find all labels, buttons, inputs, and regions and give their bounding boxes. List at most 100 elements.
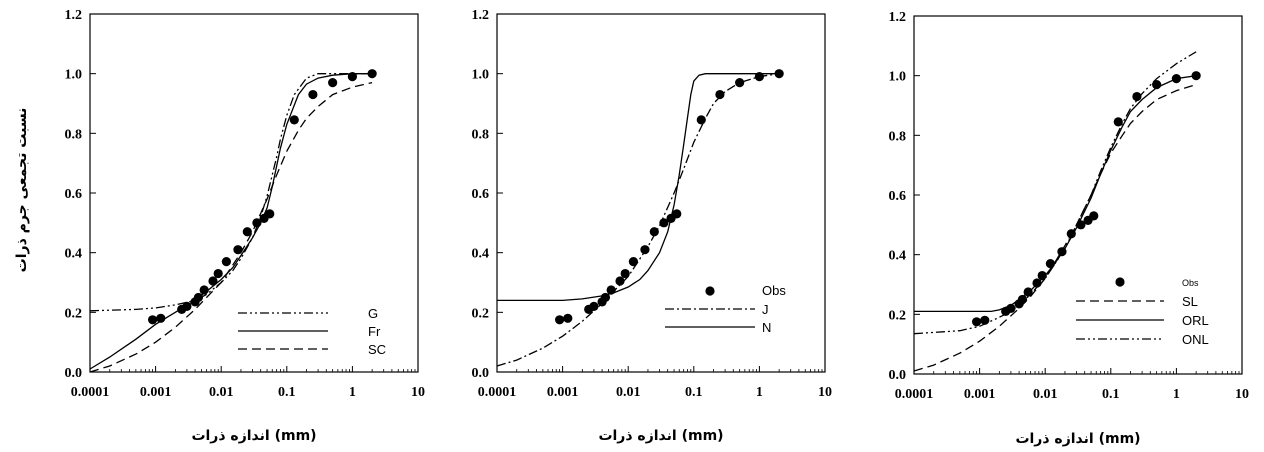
plot-marks-2 xyxy=(496,69,784,367)
chart-panel-3: 0.0001 0.001 0.01 0.1 1 10 0.0 0.2 0.4 0.6 0.8 1.0 1… xyxy=(889,10,1250,447)
observed-point xyxy=(1037,270,1047,281)
x-tick-label: 0.01 xyxy=(1033,387,1058,402)
series-line-sl xyxy=(913,83,1197,372)
legend-2: Obs JN xyxy=(665,283,786,335)
observed-point xyxy=(213,268,223,279)
observed-point xyxy=(1032,278,1042,288)
y-tick-label: 0.8 xyxy=(472,127,490,142)
observed-point xyxy=(1076,220,1086,230)
x-tick-label: 1 xyxy=(756,385,763,400)
observed-point xyxy=(289,115,299,125)
observed-point xyxy=(208,276,218,286)
x-tick-label: 1 xyxy=(1173,387,1180,402)
plot-marks-1 xyxy=(89,69,377,373)
legend-label-obs: Obs xyxy=(1182,278,1199,288)
observed-point xyxy=(606,285,616,295)
x-tick-label: 0.01 xyxy=(616,385,641,400)
observed-point xyxy=(628,257,638,267)
observed-point xyxy=(147,315,158,325)
observed-point xyxy=(242,227,252,237)
y-tick-label: 0.6 xyxy=(472,187,490,202)
x-tick-label: 0.001 xyxy=(140,385,172,400)
observed-point xyxy=(252,218,262,228)
series-line-fr xyxy=(89,73,373,370)
x-tick-label: 10 xyxy=(1235,387,1249,402)
observed-point xyxy=(1152,80,1162,90)
axis-ticks-1: 0.0001 0.001 0.01 0.1 1 10 0.0 0.2 0.4 0.6 0.8 1.0 1… xyxy=(65,8,426,400)
observed-point xyxy=(156,313,166,323)
plot-marks-3 xyxy=(913,51,1201,372)
legend-3: Obs SL ORL ONL xyxy=(1076,277,1209,347)
observed-point xyxy=(659,218,669,228)
y-axis-title-1: نسبت تجمعی جرم ذرات xyxy=(14,108,30,273)
y-tick-label: 0.6 xyxy=(65,187,83,202)
x-axis-title-3: اندازه ذرات (mm) xyxy=(1015,431,1140,447)
series-line-g xyxy=(89,73,373,312)
x-tick-label: 1 xyxy=(349,385,356,400)
y-tick-label: 0.0 xyxy=(889,368,907,383)
x-tick-label: 0.0001 xyxy=(478,385,517,400)
x-tick-label: 0.001 xyxy=(964,387,996,402)
y-tick-label: 1.0 xyxy=(65,68,83,83)
y-tick-label: 0.0 xyxy=(65,366,83,381)
legend-1: G Fr SC xyxy=(238,306,386,357)
observed-point xyxy=(1089,211,1099,221)
observed-point xyxy=(1045,259,1055,269)
legend-label-sl: SL xyxy=(1182,294,1198,309)
legend-symbol-obs xyxy=(1115,277,1125,287)
legend-label-j: J xyxy=(762,302,769,317)
observed-point xyxy=(221,257,231,267)
x-tick-label: 0.01 xyxy=(209,385,234,400)
y-tick-label: 1.2 xyxy=(472,8,490,23)
series-line-j xyxy=(496,73,780,367)
x-tick-label: 0.001 xyxy=(547,385,579,400)
y-tick-label: 0.2 xyxy=(65,306,83,321)
y-tick-label: 0.8 xyxy=(65,127,83,142)
observed-point xyxy=(265,209,275,219)
series-line-orl xyxy=(914,75,1197,313)
observed-point xyxy=(1132,91,1142,102)
legend-label-n: N xyxy=(762,320,771,335)
plot-frame-2 xyxy=(496,13,826,373)
observed-point xyxy=(1023,287,1033,297)
y-tick-label: 0.2 xyxy=(472,306,490,321)
legend-label-orl: ORL xyxy=(1182,313,1209,328)
x-tick-label: 0.0001 xyxy=(71,385,110,400)
x-tick-label: 10 xyxy=(818,385,832,400)
observed-point xyxy=(600,292,611,303)
y-tick-label: 0.4 xyxy=(472,247,490,262)
x-tick-label: 10 xyxy=(411,385,425,400)
chart-panel-2: 0.0001 0.001 0.01 0.1 1 10 0.0 0.2 0.4 0.6 0.8 1.0 1… xyxy=(472,8,833,444)
observed-point xyxy=(715,89,725,100)
legend-label-onl: ONL xyxy=(1182,332,1209,347)
y-tick-label: 0.6 xyxy=(889,189,907,204)
x-tick-label: 0.1 xyxy=(685,385,703,400)
observed-point xyxy=(1171,74,1181,84)
observed-point xyxy=(589,301,599,311)
observed-point xyxy=(1113,117,1123,127)
observed-point xyxy=(233,245,243,255)
x-axis-title-2: اندازه ذرات (mm) xyxy=(598,428,723,444)
observed-point xyxy=(1057,247,1067,257)
y-tick-label: 1.2 xyxy=(65,8,83,23)
legend-label-fr: Fr xyxy=(368,324,381,339)
observed-point xyxy=(347,72,357,82)
observed-point xyxy=(308,89,318,100)
observed-point xyxy=(649,227,659,237)
observed-point xyxy=(774,69,784,79)
observed-point xyxy=(615,276,625,286)
observed-point xyxy=(182,301,192,311)
series-line-n xyxy=(497,73,780,302)
observed-point xyxy=(563,313,573,323)
y-tick-label: 0.0 xyxy=(472,366,490,381)
y-tick-label: 1.0 xyxy=(472,68,490,83)
observed-point xyxy=(735,78,745,88)
observed-point xyxy=(199,285,209,295)
series-line-onl xyxy=(913,51,1197,335)
y-tick-label: 1.0 xyxy=(889,70,907,85)
x-tick-label: 0.0001 xyxy=(895,387,934,402)
x-tick-label: 0.1 xyxy=(1102,387,1120,402)
observed-point xyxy=(620,268,630,279)
observed-point xyxy=(1017,294,1028,305)
axis-ticks-2: 0.0001 0.001 0.01 0.1 1 10 0.0 0.2 0.4 0.6 0.8 1.0 1… xyxy=(472,8,833,400)
